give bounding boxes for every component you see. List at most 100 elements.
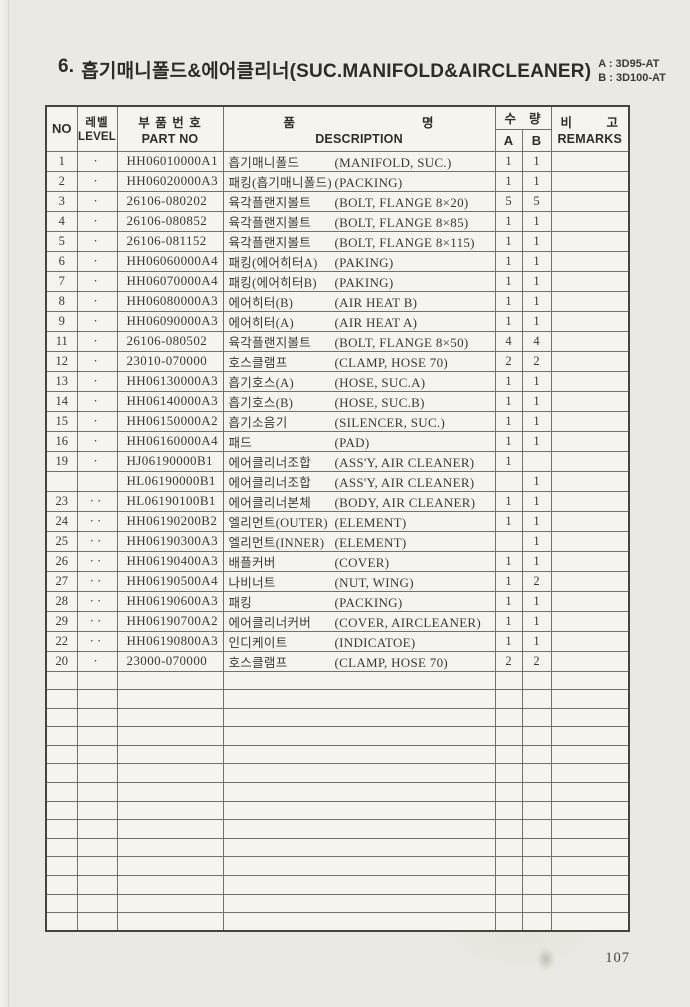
cell-qty-b — [521, 893, 552, 914]
cell-level — [76, 912, 118, 932]
description-english: (ELEMENT) — [334, 534, 407, 550]
cell-remarks — [550, 800, 630, 821]
cell-level: · — [76, 330, 118, 352]
cell-qty-a: 1 — [494, 370, 523, 392]
cell-qty-a — [494, 670, 523, 691]
cell-level: · — [76, 290, 118, 312]
parts-table: NO 레벨 LEVEL 부 품 번 호 PART NO — [45, 105, 630, 933]
cell-qty-b — [521, 800, 552, 821]
cell-qty-b — [521, 763, 552, 784]
cell-description: 패드 (PAD) — [222, 430, 496, 452]
cell-no: 25 — [45, 530, 78, 552]
cell-qty-b: 1 — [521, 530, 552, 552]
cell-qty-a — [494, 707, 523, 728]
cell-qty-b — [521, 689, 552, 709]
cell-qty-a — [494, 782, 523, 802]
cell-qty-b: 1 — [521, 270, 552, 292]
header-remarks: 비 고 REMARKS — [550, 105, 630, 152]
cell-qty-b — [521, 819, 552, 839]
cell-description: 배플커버 (COVER) — [222, 550, 496, 572]
cell-part-no: HL06190100B1 — [116, 490, 224, 512]
cell-remarks — [550, 763, 630, 784]
cell-level — [76, 856, 118, 877]
header-part-no: 부 품 번 호 PART NO — [116, 105, 224, 152]
cell-part-no — [116, 670, 224, 691]
cell-remarks — [550, 310, 630, 332]
cell-no — [45, 744, 78, 765]
cell-no — [45, 875, 78, 895]
cell-no: 12 — [45, 350, 78, 372]
table-row: 24 ·· HH06190200B2 엘리먼트(OUTER) (ELEMENT) 1 1 — [45, 510, 630, 532]
cell-qty-b: 1 — [521, 550, 552, 572]
cell-level — [76, 744, 118, 765]
table-row: 4 · 26106-080852 육각플랜지볼트 (BOLT, FLANGE 8×85)… — [45, 210, 630, 232]
cell-description — [222, 837, 496, 858]
cell-qty-a: 1 — [494, 210, 523, 232]
table-row: 20 · 23000-070000 호스클램프 (CLAMP, HOSE 70) 2 2 — [45, 650, 630, 672]
description-english: (AIR HEAT A) — [334, 314, 418, 330]
cell-qty-b: 1 — [521, 430, 552, 452]
cell-part-no: HH06190500A4 — [116, 570, 224, 592]
description-english: (PAD) — [334, 434, 370, 450]
cell-no: 23 — [45, 490, 78, 512]
cell-qty-b: 2 — [521, 350, 552, 372]
header-description: 품 명 DESCRIPTION — [222, 105, 496, 152]
cell-no: 15 — [45, 410, 78, 432]
description-korean: 패킹(에어히터A) — [228, 255, 318, 270]
cell-part-no — [116, 800, 224, 821]
cell-qty-b — [521, 782, 552, 802]
cell-level: · — [76, 350, 118, 372]
description-english: (BOLT, FLANGE 8×115) — [334, 234, 475, 250]
cell-qty-a: 1 — [494, 410, 523, 432]
cell-part-no — [116, 782, 224, 802]
cell-qty-b: 1 — [521, 370, 552, 392]
cell-level: ·· — [76, 550, 118, 572]
cell-remarks — [550, 630, 630, 652]
cell-description: 엘리먼트(OUTER) (ELEMENT) — [222, 510, 496, 532]
cell-qty-a: 1 — [494, 550, 523, 572]
cell-part-no — [116, 689, 224, 709]
cell-level — [76, 875, 118, 895]
description-korean: 에어히터(A) — [228, 315, 294, 330]
description-english: (CLAMP, HOSE 70) — [334, 354, 449, 370]
cell-part-no: HH06150000A2 — [116, 410, 224, 432]
cell-remarks — [550, 590, 630, 612]
description-english: (ELEMENT) — [334, 514, 407, 530]
description-english: (CLAMP, HOSE 70) — [334, 654, 449, 670]
cell-level — [76, 763, 118, 784]
cell-description: 에어히터(B) (AIR HEAT B) — [222, 290, 496, 312]
description-korean: 흡기호스(B) — [228, 395, 294, 410]
description-english: (BOLT, FLANGE 8×85) — [334, 214, 469, 230]
cell-qty-b: 1 — [521, 390, 552, 412]
cell-no — [45, 837, 78, 858]
cell-no: 6 — [45, 250, 78, 272]
empty-row — [45, 763, 630, 784]
cell-qty-a — [494, 470, 523, 492]
cell-no: 16 — [45, 430, 78, 452]
cell-description — [222, 912, 496, 932]
description-english: (INDICATOE) — [334, 634, 416, 650]
cell-description — [222, 856, 496, 877]
empty-row — [45, 800, 630, 821]
cell-part-no: HH06090000A3 — [116, 310, 224, 332]
cell-qty-a: 1 — [494, 390, 523, 412]
cell-qty-a: 2 — [494, 350, 523, 372]
cell-level: · — [76, 370, 118, 392]
cell-part-no — [116, 763, 224, 784]
header-level: 레벨 LEVEL — [76, 105, 118, 152]
cell-part-no: 26106-080502 — [116, 330, 224, 352]
cell-qty-b — [521, 912, 552, 932]
cell-no — [45, 782, 78, 802]
cell-part-no: HJ06190000B1 — [116, 450, 224, 472]
cell-part-no — [116, 856, 224, 877]
cell-description — [222, 707, 496, 728]
cell-remarks — [550, 875, 630, 895]
cell-qty-a: 1 — [494, 270, 523, 292]
description-english: (NUT, WING) — [334, 574, 414, 590]
cell-qty-a — [494, 912, 523, 932]
cell-level: ·· — [76, 590, 118, 612]
cell-remarks — [550, 550, 630, 572]
cell-no: 24 — [45, 510, 78, 532]
cell-part-no — [116, 893, 224, 914]
cell-description: 패킹(에어히터B) (PAKING) — [222, 270, 496, 292]
